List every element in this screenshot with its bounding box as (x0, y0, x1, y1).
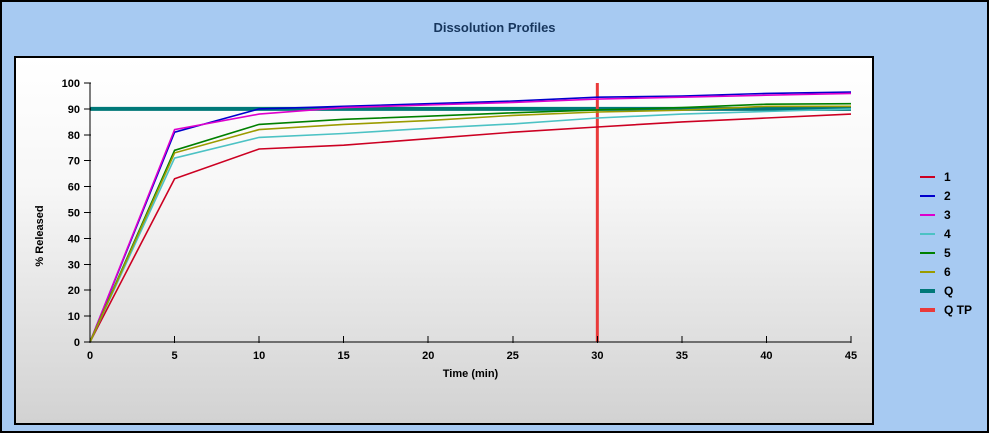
x-tick-label: 30 (591, 350, 603, 362)
y-tick-label: 60 (68, 182, 80, 194)
x-tick-label: 35 (676, 350, 688, 362)
legend-swatch-icon (920, 214, 935, 217)
y-tick-label: 10 (68, 311, 80, 323)
series-line-6 (89, 105, 851, 343)
x-tick-label: 0 (87, 350, 93, 362)
x-tick-label: 25 (507, 350, 519, 362)
legend-label: 2 (944, 189, 951, 204)
legend-label: 5 (944, 246, 951, 260)
chart-panel: 0 10 20 30 40 50 60 70 80 90 100 0 5 10 15 20 25 30 35 40 45… (14, 56, 874, 425)
series-line-1 (89, 113, 852, 343)
series-line-5 (89, 102, 852, 343)
legend-label: 3 (944, 208, 951, 223)
x-tick-label: 45 (845, 350, 857, 362)
legend-item-4: 4 (920, 225, 972, 244)
legend-item-2: 2 (920, 187, 972, 206)
x-tick-label: 15 (338, 350, 350, 362)
y-tick-label: 90 (68, 104, 80, 116)
chart-title: Dissolution Profiles (433, 20, 556, 35)
x-tick-label: 5 (171, 350, 177, 362)
x-tick-label: 10 (253, 350, 265, 362)
legend-swatch-icon (920, 252, 935, 254)
legend-swatch-icon (920, 176, 935, 179)
legend-label: Q TP (944, 302, 973, 317)
series-line-2 (89, 91, 852, 343)
legend-swatch-icon (920, 307, 935, 312)
y-tick-label: 100 (62, 78, 80, 90)
plot-area: 0 10 20 30 40 50 60 70 80 90 100 0 5 10 15 20 25 30 35 40 45 (62, 78, 857, 362)
y-tick-label: 70 (68, 156, 80, 168)
legend-swatch-icon (920, 270, 935, 273)
legend-swatch-icon (920, 288, 935, 293)
y-tick-label: 80 (68, 130, 80, 142)
y-axis-label: % Released (34, 205, 46, 267)
legend-item-6: 6 (920, 262, 972, 281)
legend-swatch-icon (920, 233, 935, 236)
legend-item-q-tp: Q TP (920, 300, 972, 319)
legend: 1 2 3 4 5 6 Q Q TP (920, 168, 972, 319)
legend-item-3: 3 (920, 206, 972, 225)
legend-label: 1 (944, 170, 951, 185)
x-tick-label: 40 (760, 350, 772, 362)
legend-item-5: 5 (920, 244, 972, 263)
y-tick-label: 50 (68, 208, 80, 220)
y-tick-label: 30 (68, 259, 80, 271)
x-tick-label: 20 (422, 350, 434, 362)
legend-item-1: 1 (920, 168, 972, 187)
series-line-3 (89, 92, 852, 343)
y-tick-label: 40 (68, 233, 80, 245)
series-line-4 (89, 108, 852, 343)
legend-label: Q (944, 283, 954, 298)
legend-swatch-icon (920, 195, 935, 198)
y-tick-label: 0 (74, 337, 80, 349)
y-tick-label: 20 (68, 285, 80, 297)
x-axis-label: Time (min) (442, 368, 499, 380)
legend-item-q: Q (920, 281, 972, 300)
legend-label: 4 (944, 227, 951, 242)
legend-label: 6 (944, 264, 951, 279)
